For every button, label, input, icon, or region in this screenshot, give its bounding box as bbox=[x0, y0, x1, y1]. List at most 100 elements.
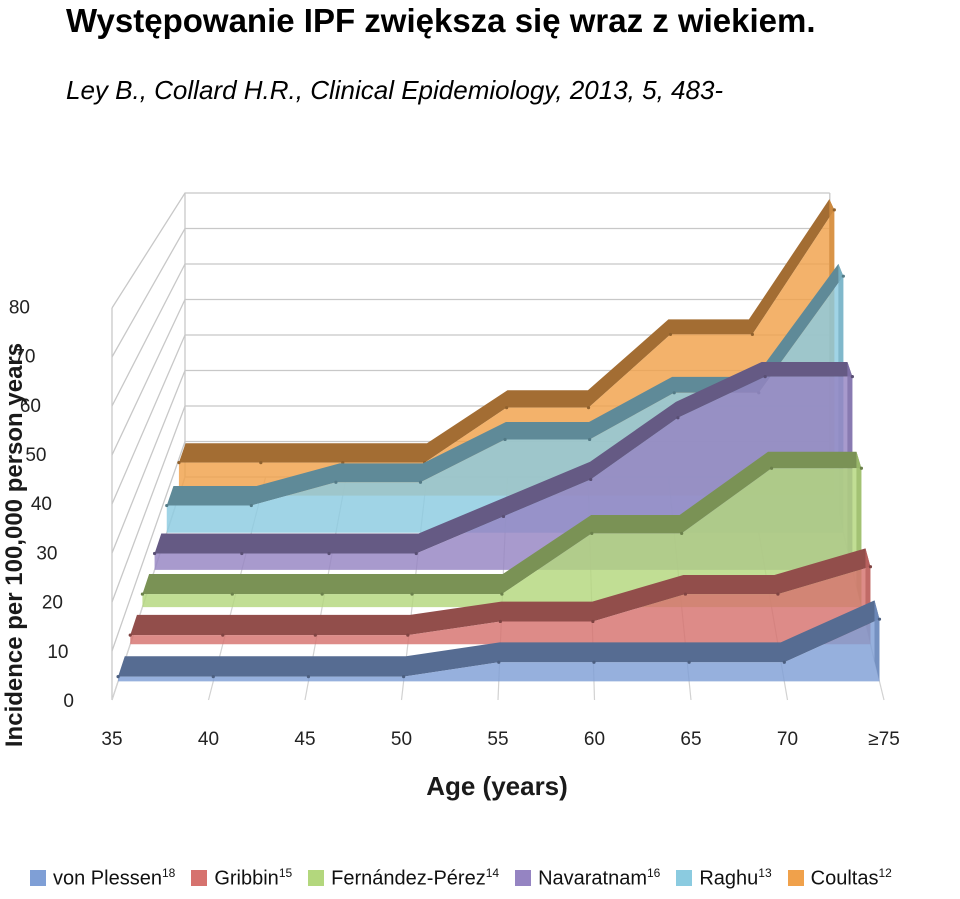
legend-label: Navaratnam16 bbox=[538, 866, 661, 890]
data-point bbox=[249, 503, 253, 508]
series-von-plessen bbox=[116, 600, 882, 682]
y-tick-label: 10 bbox=[47, 642, 68, 663]
y-tick-label: 40 bbox=[31, 494, 52, 515]
data-point bbox=[782, 660, 786, 664]
legend-item: Navaratnam16 bbox=[515, 866, 660, 891]
legend-label: Coultas12 bbox=[810, 866, 892, 890]
data-point bbox=[116, 675, 120, 679]
y-axis-label: Incidence per 100,000 person years bbox=[1, 343, 28, 747]
y-tick-label: 70 bbox=[14, 347, 35, 368]
data-point bbox=[588, 437, 592, 442]
data-point bbox=[505, 406, 509, 410]
data-point bbox=[140, 592, 145, 596]
data-point bbox=[503, 437, 507, 442]
data-point bbox=[841, 274, 845, 278]
data-point bbox=[221, 633, 225, 637]
data-point bbox=[750, 332, 754, 337]
legend-label: von Plessen18 bbox=[53, 866, 176, 890]
x-axis-label: Age (years) bbox=[426, 771, 568, 801]
legend-swatch bbox=[515, 870, 532, 887]
series-area bbox=[118, 619, 880, 682]
slide-citation: Ley B., Collard H.R., Clinical Epidemiol… bbox=[66, 75, 724, 105]
data-point bbox=[776, 592, 780, 596]
data-point bbox=[152, 551, 157, 556]
data-point bbox=[418, 480, 423, 484]
data-point bbox=[414, 551, 418, 556]
legend-reference: 14 bbox=[485, 866, 500, 880]
data-point bbox=[498, 619, 502, 624]
legend-item: Fernández-Pérez14 bbox=[308, 866, 499, 891]
data-point bbox=[687, 660, 691, 664]
data-point bbox=[683, 592, 688, 596]
legend-swatch bbox=[787, 870, 804, 887]
legend-swatch bbox=[191, 870, 208, 887]
data-point bbox=[230, 592, 234, 596]
data-point bbox=[592, 660, 596, 664]
incidence-chart: 0 10 20 30 40 50 60 70 80 35 40 45 50 55 60 65 70 ≥75 Inc… bbox=[1, 192, 900, 801]
legend-reference: 18 bbox=[161, 866, 176, 880]
slide-title: Występowanie IPF zwiększa się wraz z wie… bbox=[66, 2, 816, 39]
data-point bbox=[868, 565, 873, 569]
data-point bbox=[501, 514, 506, 519]
legend-item: Coultas12 bbox=[787, 866, 892, 891]
data-point bbox=[406, 633, 410, 637]
data-point bbox=[859, 466, 864, 470]
y-tick-label: 0 bbox=[63, 691, 74, 712]
data-point bbox=[334, 480, 338, 484]
x-tick-label: ≥75 bbox=[868, 729, 900, 750]
x-tick-label: 35 bbox=[101, 729, 122, 750]
legend-reference: 12 bbox=[878, 866, 892, 880]
data-point bbox=[672, 391, 676, 395]
y-tick-label: 30 bbox=[36, 543, 57, 564]
data-point bbox=[259, 461, 263, 465]
y-tick-label: 80 bbox=[9, 297, 30, 318]
data-point bbox=[676, 416, 680, 420]
data-point bbox=[591, 619, 595, 624]
legend-item: Gribbin15 bbox=[191, 866, 292, 891]
data-point bbox=[313, 633, 317, 637]
y-tick-label: 60 bbox=[20, 396, 41, 417]
x-tick-label: 50 bbox=[391, 729, 412, 750]
legend-label: Fernández-Pérez14 bbox=[331, 866, 500, 890]
series-area bbox=[130, 566, 871, 645]
x-tick-label: 40 bbox=[198, 729, 219, 750]
data-point bbox=[306, 675, 311, 679]
data-point bbox=[240, 551, 244, 556]
x-tick-label: 70 bbox=[777, 729, 798, 750]
data-point bbox=[327, 551, 331, 556]
series-top-band bbox=[166, 263, 844, 506]
series-top-band bbox=[178, 199, 835, 463]
series-area bbox=[142, 468, 862, 608]
x-tick-label: 60 bbox=[584, 729, 605, 750]
data-point bbox=[850, 375, 854, 379]
data-point bbox=[680, 531, 684, 535]
data-point bbox=[500, 592, 504, 596]
data-point bbox=[668, 332, 673, 337]
series-top-band bbox=[142, 451, 862, 595]
series-top-band bbox=[154, 362, 853, 554]
legend-label: Gribbin15 bbox=[214, 866, 293, 890]
chart-ticks: 0 10 20 30 40 50 60 70 80 35 40 45 50 55 60 65 70 ≥75 bbox=[9, 297, 900, 750]
data-point bbox=[877, 617, 882, 621]
legend-label: Raghu13 bbox=[699, 866, 772, 890]
legend-reference: 15 bbox=[278, 866, 293, 880]
x-tick-label: 65 bbox=[680, 729, 701, 750]
data-point bbox=[320, 592, 324, 596]
legend-swatch bbox=[30, 870, 46, 887]
legend-item: von Plessen18 bbox=[30, 866, 175, 891]
data-point bbox=[590, 531, 594, 535]
data-point bbox=[128, 633, 132, 637]
chart-series bbox=[116, 199, 882, 682]
chart-legend: von Plessen18 Gribbin15 Fernández-Pérez14 N… bbox=[30, 866, 960, 891]
data-point bbox=[586, 406, 591, 410]
data-point bbox=[211, 675, 215, 679]
data-point bbox=[763, 375, 767, 379]
series-top-band bbox=[118, 600, 880, 677]
legend-swatch bbox=[676, 870, 693, 887]
y-tick-label: 50 bbox=[25, 445, 46, 466]
data-point bbox=[177, 461, 181, 465]
gridline bbox=[111, 192, 830, 309]
series-top-band bbox=[130, 548, 871, 636]
series-end-cap bbox=[874, 600, 880, 682]
legend-reference: 16 bbox=[647, 866, 661, 880]
